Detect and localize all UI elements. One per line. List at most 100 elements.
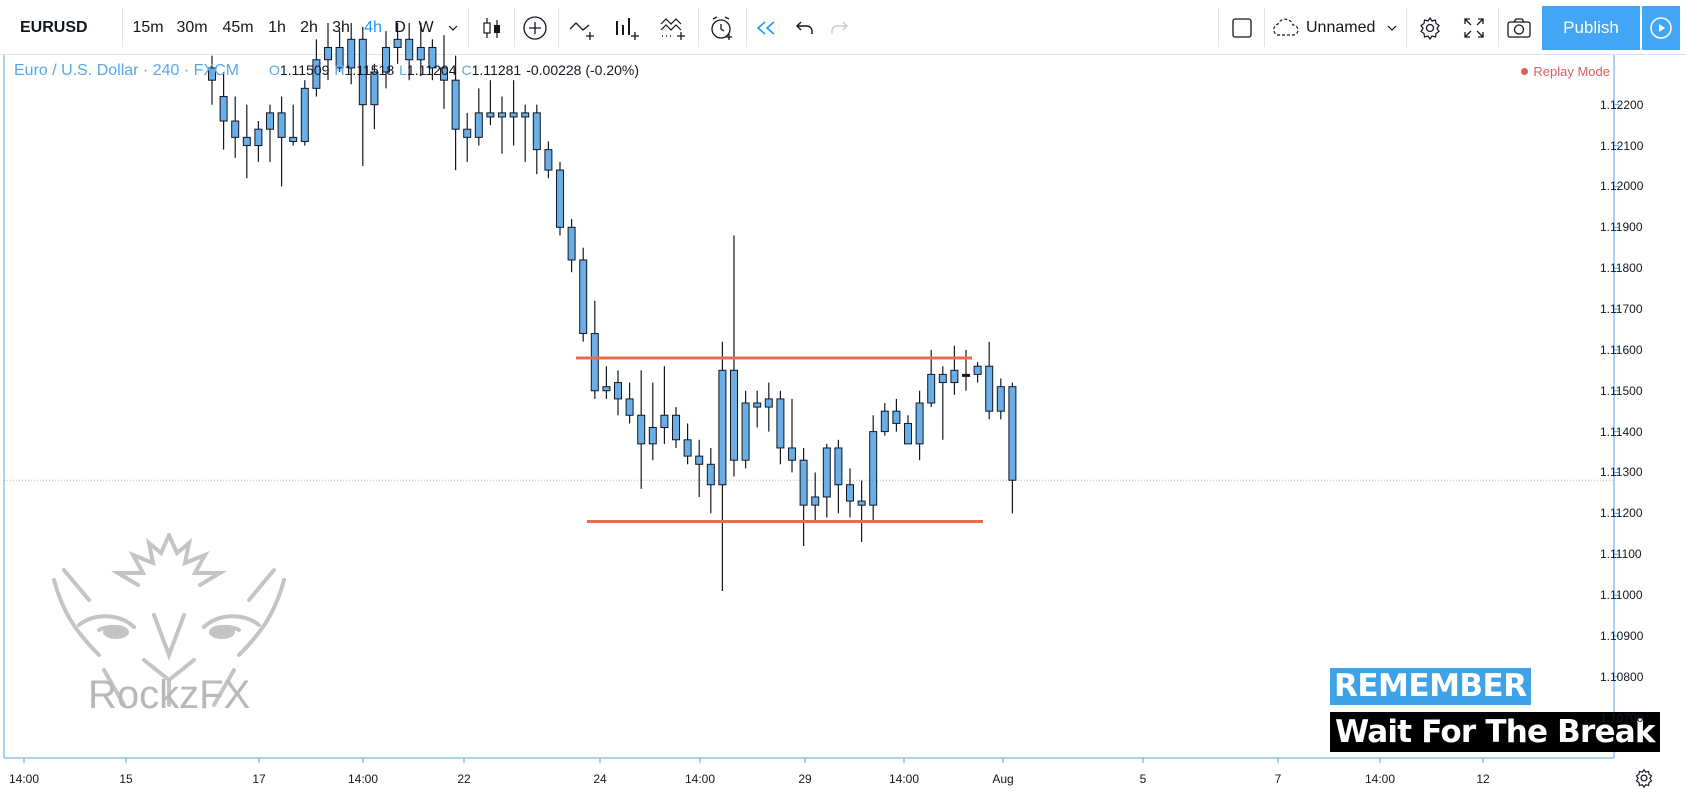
candle[interactable]	[358, 27, 367, 166]
replay-mode-indicator[interactable]: Replay Mode	[1521, 64, 1610, 79]
candle[interactable]	[219, 72, 228, 150]
candle[interactable]	[231, 96, 240, 158]
strategy-icon[interactable]	[654, 0, 694, 55]
interval-w[interactable]: W	[418, 18, 434, 36]
candle[interactable]	[904, 415, 912, 445]
candle[interactable]	[440, 35, 448, 109]
interval-15m[interactable]: 15m	[132, 18, 164, 36]
candle[interactable]	[602, 366, 611, 399]
candle[interactable]	[706, 447, 715, 514]
candle[interactable]	[718, 341, 727, 591]
candle[interactable]	[567, 219, 576, 273]
candle[interactable]	[996, 378, 1005, 420]
candle[interactable]	[776, 390, 785, 465]
candles-icon[interactable]	[474, 0, 510, 55]
candle[interactable]	[521, 104, 530, 162]
candle[interactable]	[428, 39, 437, 81]
candle[interactable]	[242, 104, 251, 179]
interval-4h[interactable]: 4h	[364, 18, 382, 36]
candle[interactable]	[846, 468, 854, 518]
camera-icon[interactable]	[1500, 0, 1538, 55]
candle[interactable]	[590, 300, 599, 399]
candle[interactable]	[683, 423, 692, 465]
candle[interactable]	[730, 235, 738, 477]
interval-1h[interactable]: 1h	[268, 18, 286, 36]
candle[interactable]	[393, 22, 402, 64]
candle[interactable]	[289, 104, 298, 146]
candle[interactable]	[695, 439, 704, 497]
candle[interactable]	[300, 80, 309, 146]
candle[interactable]	[915, 390, 924, 461]
play-icon[interactable]	[1642, 6, 1680, 50]
symbol-search-button[interactable]: EURUSD	[20, 18, 88, 36]
interval-45m[interactable]: 45m	[222, 18, 254, 36]
candle[interactable]	[1008, 382, 1017, 514]
candle[interactable]	[660, 366, 669, 444]
candle[interactable]	[985, 341, 994, 420]
candle[interactable]	[950, 345, 959, 395]
undo-icon[interactable]	[788, 0, 822, 55]
candle[interactable]	[451, 55, 460, 171]
candle[interactable]	[788, 398, 796, 473]
candle[interactable]	[973, 362, 982, 383]
candle[interactable]	[741, 390, 750, 469]
layout-name-button[interactable]: Unnamed	[1270, 0, 1402, 55]
candle[interactable]	[579, 247, 588, 342]
candle[interactable]	[869, 415, 878, 522]
candle[interactable]	[266, 104, 274, 162]
candle[interactable]	[474, 88, 483, 146]
candle[interactable]	[335, 31, 344, 72]
fullscreen-icon[interactable]	[1454, 0, 1494, 55]
candle[interactable]	[753, 390, 762, 428]
candle[interactable]	[277, 96, 286, 187]
candle[interactable]	[416, 22, 425, 77]
price-tick-label: 1.11600	[1600, 342, 1643, 357]
chevron-down-icon[interactable]	[442, 0, 464, 55]
candle[interactable]	[822, 443, 831, 518]
candle[interactable]	[498, 96, 506, 154]
candle[interactable]	[324, 22, 332, 81]
add-indicator-icon[interactable]	[517, 0, 553, 55]
candle[interactable]	[347, 22, 356, 85]
candle[interactable]	[648, 382, 657, 461]
interval-2h[interactable]: 2h	[300, 18, 318, 36]
candle[interactable]	[880, 403, 889, 436]
candle[interactable]	[764, 382, 773, 432]
gear-icon[interactable]	[1410, 0, 1450, 55]
interval-d[interactable]: D	[394, 18, 406, 36]
candle[interactable]	[463, 112, 472, 162]
checkbox-icon[interactable]	[1224, 0, 1260, 55]
indicators-icon[interactable]	[608, 0, 648, 55]
candle[interactable]	[857, 480, 866, 542]
interval-3h[interactable]: 3h	[332, 18, 350, 36]
alert-icon[interactable]	[702, 0, 742, 55]
candle[interactable]	[405, 22, 414, 81]
candle[interactable]	[799, 447, 808, 547]
candle[interactable]	[544, 141, 553, 179]
candle[interactable]	[532, 104, 541, 175]
candle[interactable]	[811, 472, 820, 522]
candle[interactable]	[254, 121, 263, 162]
candle[interactable]	[625, 382, 634, 424]
candle[interactable]	[672, 407, 680, 448]
publish-button[interactable]: Publish	[1542, 6, 1640, 50]
compare-icon[interactable]	[563, 0, 603, 55]
redo-icon[interactable]	[822, 0, 856, 55]
candle[interactable]	[892, 398, 901, 432]
candle[interactable]	[208, 55, 216, 105]
candle[interactable]	[370, 63, 379, 130]
candle[interactable]	[509, 80, 518, 146]
candle[interactable]	[312, 39, 321, 97]
candle[interactable]	[962, 349, 970, 391]
candle[interactable]	[382, 31, 390, 89]
candle[interactable]	[834, 439, 843, 514]
chart-settings-gear-icon[interactable]	[1634, 768, 1654, 793]
candle[interactable]	[614, 370, 622, 416]
interval-30m[interactable]: 30m	[176, 18, 208, 36]
candle[interactable]	[486, 80, 495, 126]
candle[interactable]	[637, 370, 646, 489]
replay-icon[interactable]	[748, 0, 784, 55]
candle[interactable]	[938, 366, 947, 440]
candle[interactable]	[556, 161, 564, 236]
